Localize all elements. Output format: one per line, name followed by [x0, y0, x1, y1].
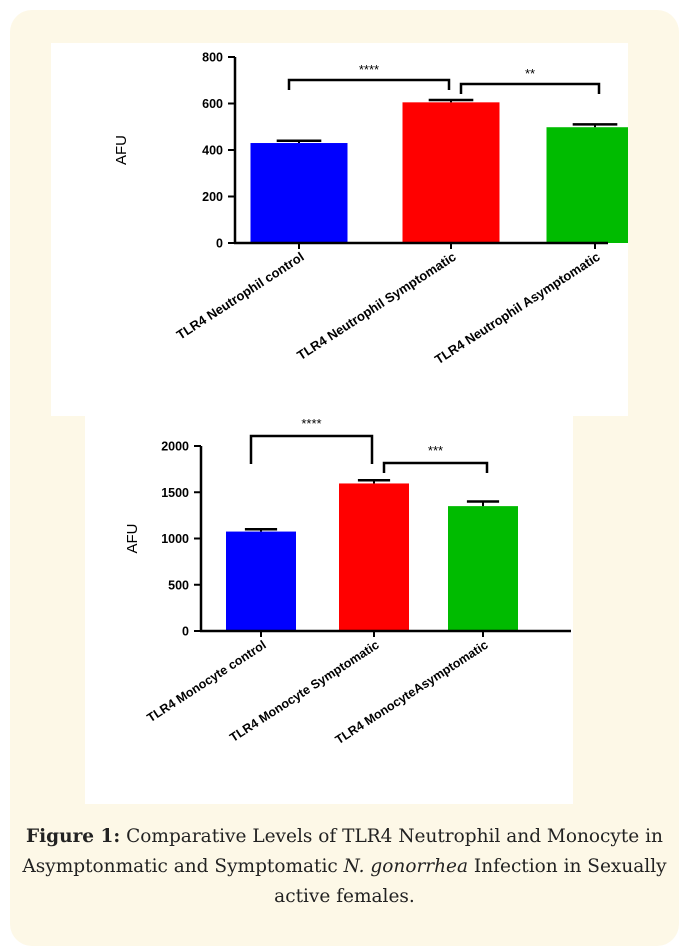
neutrophil-chart: 0 200 400 600 800 AFU TLR4 Neutrophil control T…: [51, 43, 628, 416]
monocyte-chart-svg: 0 500 1000 1500 2000 AFU TLR4 Monocyte control…: [124, 416, 571, 747]
monocyte-bar-2: [339, 483, 409, 631]
neutrophil-bar-2: [402, 102, 500, 244]
neutrophil-x-tick-label-1: TLR4 Neutrophil control: [174, 249, 307, 343]
caption-species: N. gonorrhea: [343, 856, 469, 877]
monocyte-bar-1: [226, 531, 296, 631]
monocyte-significance-bracket-2: [382, 461, 489, 473]
figure-caption: Figure 1: Comparative Levels of TLR4 Neu…: [10, 822, 679, 912]
neutrophil-y-tick-label-4: 800: [202, 51, 223, 65]
neutrophil-y-tick-label-1: 200: [202, 190, 223, 204]
neutrophil-significance-label-2: **: [525, 66, 535, 81]
caption-label: Figure 1:: [26, 826, 121, 847]
monocyte-y-tick-label-2: 1000: [161, 532, 189, 546]
neutrophil-y-tick-label-2: 400: [202, 144, 223, 158]
neutrophil-significance-bracket-2: [459, 82, 601, 94]
monocyte-chart: 0 500 1000 1500 2000 AFU TLR4 Monocyte control…: [85, 416, 573, 804]
caption-text-1: Comparative Levels of TLR4 Neutrophil an…: [22, 826, 663, 877]
neutrophil-y-tick-label-0: 0: [216, 237, 223, 251]
monocyte-significance-bracket-1: [249, 434, 374, 464]
neutrophil-y-axis-label: AFU: [113, 135, 130, 165]
monocyte-y-tick-label-1: 500: [168, 578, 189, 592]
monocyte-y-tick-label-4: 2000: [161, 440, 189, 454]
monocyte-bar-3: [448, 506, 518, 631]
monocyte-significance-label-2: ***: [428, 443, 443, 458]
neutrophil-significance-bracket-1: [287, 78, 451, 90]
neutrophil-bar-3: [546, 127, 628, 243]
monocyte-y-tick-label-3: 1500: [161, 486, 189, 500]
monocyte-y-axis-label: AFU: [124, 524, 141, 554]
neutrophil-significance-label-1: ****: [359, 62, 379, 77]
neutrophil-x-tick-label-2: TLR4 Neutrophil Symptomatic: [294, 249, 458, 363]
monocyte-y-tick-label-0: 0: [182, 625, 189, 639]
neutrophil-bar-1: [250, 143, 348, 243]
monocyte-x-tick-label-1: TLR4 Monocyte control: [145, 638, 269, 725]
neutrophil-y-tick-label-3: 600: [202, 97, 223, 111]
neutrophil-x-tick-label-3: TLR4 Neutrophil Asymptomatic: [432, 249, 603, 367]
caption-text-2: Infection in Sexually active females.: [274, 856, 667, 907]
monocyte-significance-label-1: ****: [301, 416, 321, 431]
